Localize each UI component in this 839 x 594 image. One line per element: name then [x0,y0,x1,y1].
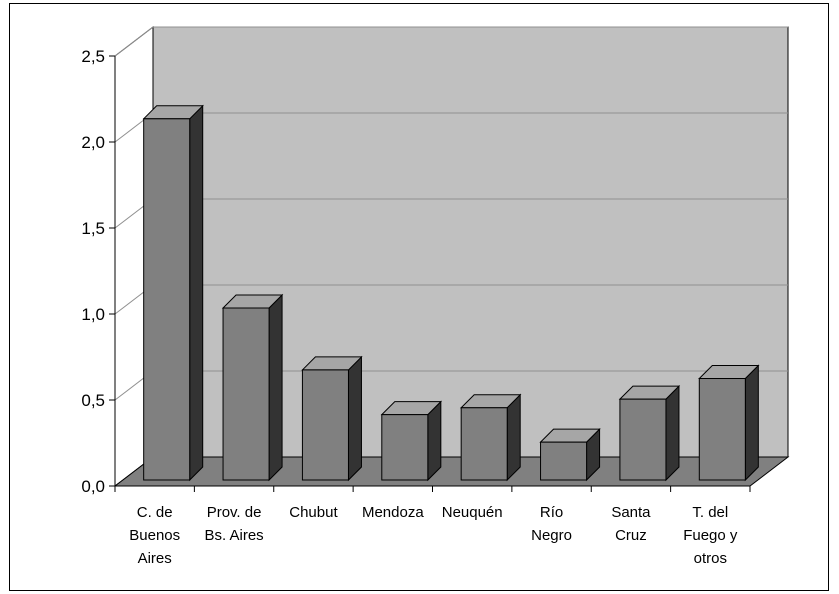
x-tick-label-line: Negro [531,527,572,544]
x-tick-label-line: Buenos [129,527,180,544]
bar-side [347,355,362,482]
bar [301,369,349,481]
bar-side [268,293,283,482]
y-tick-label: 1,5 [81,219,105,238]
x-tick-label-line: Cruz [615,527,647,544]
x-tick-label: Neuquén [442,504,503,521]
x-tick-label-line: Bs. Aires [204,527,263,544]
x-tick-label: Santa Cruz [611,504,651,544]
bar-side [665,384,680,482]
x-tick-label-line: Santa [611,504,651,521]
chart-floor [113,456,790,487]
x-tick-label: T. del Fuego y otros [683,504,738,567]
bar [698,378,746,481]
bar [143,118,191,481]
x-tick-label-line: C. de [137,504,173,521]
bar-side [189,104,204,482]
x-tick-label: C. de Buenos Aires [129,504,180,567]
bar-side [744,364,759,482]
x-tick-label-line: Fuego y [683,527,738,544]
bar [619,398,667,481]
y-tick-label: 2,0 [81,133,105,152]
x-tick-label-line: Aires [138,550,172,567]
bar [381,414,429,481]
x-tick-label-line: otros [694,550,727,567]
y-tick-label: 0,0 [81,477,105,496]
x-tick-label: Prov. de Bs. Aires [204,504,263,544]
x-tick-label-line: Mendoza [362,504,424,521]
y-tick-label: 2,5 [81,47,105,66]
bar [540,441,588,481]
y-tick-label: 1,0 [81,305,105,324]
x-tick-label-line: Prov. de [207,504,262,521]
gridline [114,26,788,57]
x-tick-label-line: Chubut [289,504,338,521]
x-tick-label-line: Neuquén [442,504,503,521]
x-tick-label: Mendoza [362,504,424,521]
x-tick-label-line: T. del [692,504,728,521]
bar [460,407,508,481]
x-tick-label-line: Río [540,504,563,521]
x-tick-label: Río Negro [531,504,572,544]
bar [222,307,270,481]
y-tick-label: 0,5 [81,391,105,410]
bar-side [506,393,521,482]
x-tick-label: Chubut [289,504,338,521]
